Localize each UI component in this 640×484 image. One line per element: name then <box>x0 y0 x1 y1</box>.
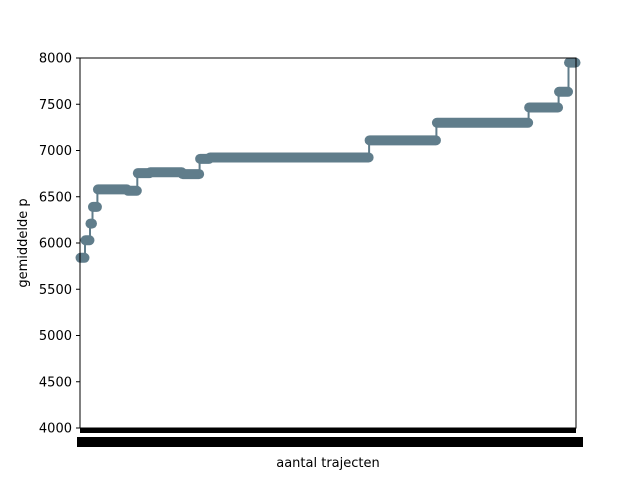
y-tick-label: 6500 <box>39 190 72 205</box>
y-tick-label: 5500 <box>39 283 72 298</box>
plot-area <box>75 57 581 263</box>
y-axis-label: gemiddelde p <box>16 198 31 287</box>
x-tick-labels <box>77 437 583 447</box>
y-tick-label: 7500 <box>39 98 72 113</box>
y-tick-label: 6000 <box>39 237 72 252</box>
y-tick-label: 7000 <box>39 144 72 159</box>
x-tick-band <box>77 428 583 447</box>
x-tick-marks <box>80 428 576 433</box>
axes-frame <box>79 57 577 429</box>
y-tick-label: 5000 <box>39 329 72 344</box>
y-tick-label: 8000 <box>39 52 72 67</box>
y-axis: 4000 4500 5000 5500 6000 6500 7000 7500 8000 <box>39 52 80 437</box>
y-tick-label: 4000 <box>39 422 72 437</box>
x-axis-label: aantal trajecten <box>276 456 379 471</box>
y-tick-label: 4500 <box>39 375 72 390</box>
